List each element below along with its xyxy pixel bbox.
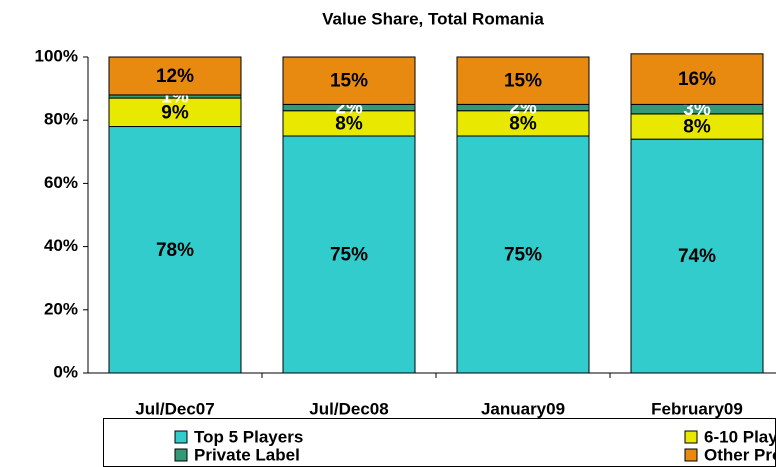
chart-title: Value Share, Total Romania <box>322 9 544 28</box>
y-tick-label: 60% <box>44 173 78 192</box>
x-tick-label: Jul/Dec08 <box>309 399 388 418</box>
bar-segment <box>282 135 416 374</box>
x-tick-label: February09 <box>651 399 743 418</box>
value-label: 16% <box>678 69 716 90</box>
legend-marker <box>684 448 698 462</box>
bar-segment <box>630 53 764 105</box>
legend-marker <box>174 448 188 462</box>
value-label: 75% <box>504 245 542 266</box>
bar-segment <box>108 126 242 374</box>
value-label: 15% <box>504 71 542 92</box>
value-label: 8% <box>509 113 537 134</box>
value-label: 74% <box>678 246 716 267</box>
legend-marker <box>684 430 698 444</box>
value-label: 8% <box>335 113 363 134</box>
bar-segment <box>630 113 764 140</box>
bar-segment <box>108 56 242 96</box>
bar-segment <box>456 56 590 105</box>
bar-segment <box>282 110 416 137</box>
y-tick-label: 80% <box>44 110 78 129</box>
x-tick-label: Jul/Dec07 <box>135 399 214 418</box>
bar-segment <box>456 135 590 374</box>
bar-segment <box>282 56 416 105</box>
y-tick-label: 0% <box>53 362 78 381</box>
value-label: 9% <box>161 102 189 123</box>
y-tick-label: 40% <box>44 236 78 255</box>
value-label: 8% <box>683 117 711 138</box>
value-label: 78% <box>156 240 194 261</box>
value-label: 75% <box>330 245 368 266</box>
y-tick-label: 20% <box>44 299 78 318</box>
x-tick-label: January09 <box>481 399 565 418</box>
legend-label: Private Label <box>194 445 300 464</box>
legend-label: Top 5 Players <box>194 427 303 446</box>
bar-segment <box>456 110 590 137</box>
legend-label: Other Producers <box>704 445 776 464</box>
value-label: 12% <box>156 66 194 87</box>
legend-box <box>103 418 776 467</box>
bar-segment <box>630 138 764 374</box>
value-label: 15% <box>330 71 368 92</box>
y-tick-label: 100% <box>35 46 78 65</box>
legend-label: 6-10 Players <box>704 427 776 446</box>
legend-marker <box>174 430 188 444</box>
